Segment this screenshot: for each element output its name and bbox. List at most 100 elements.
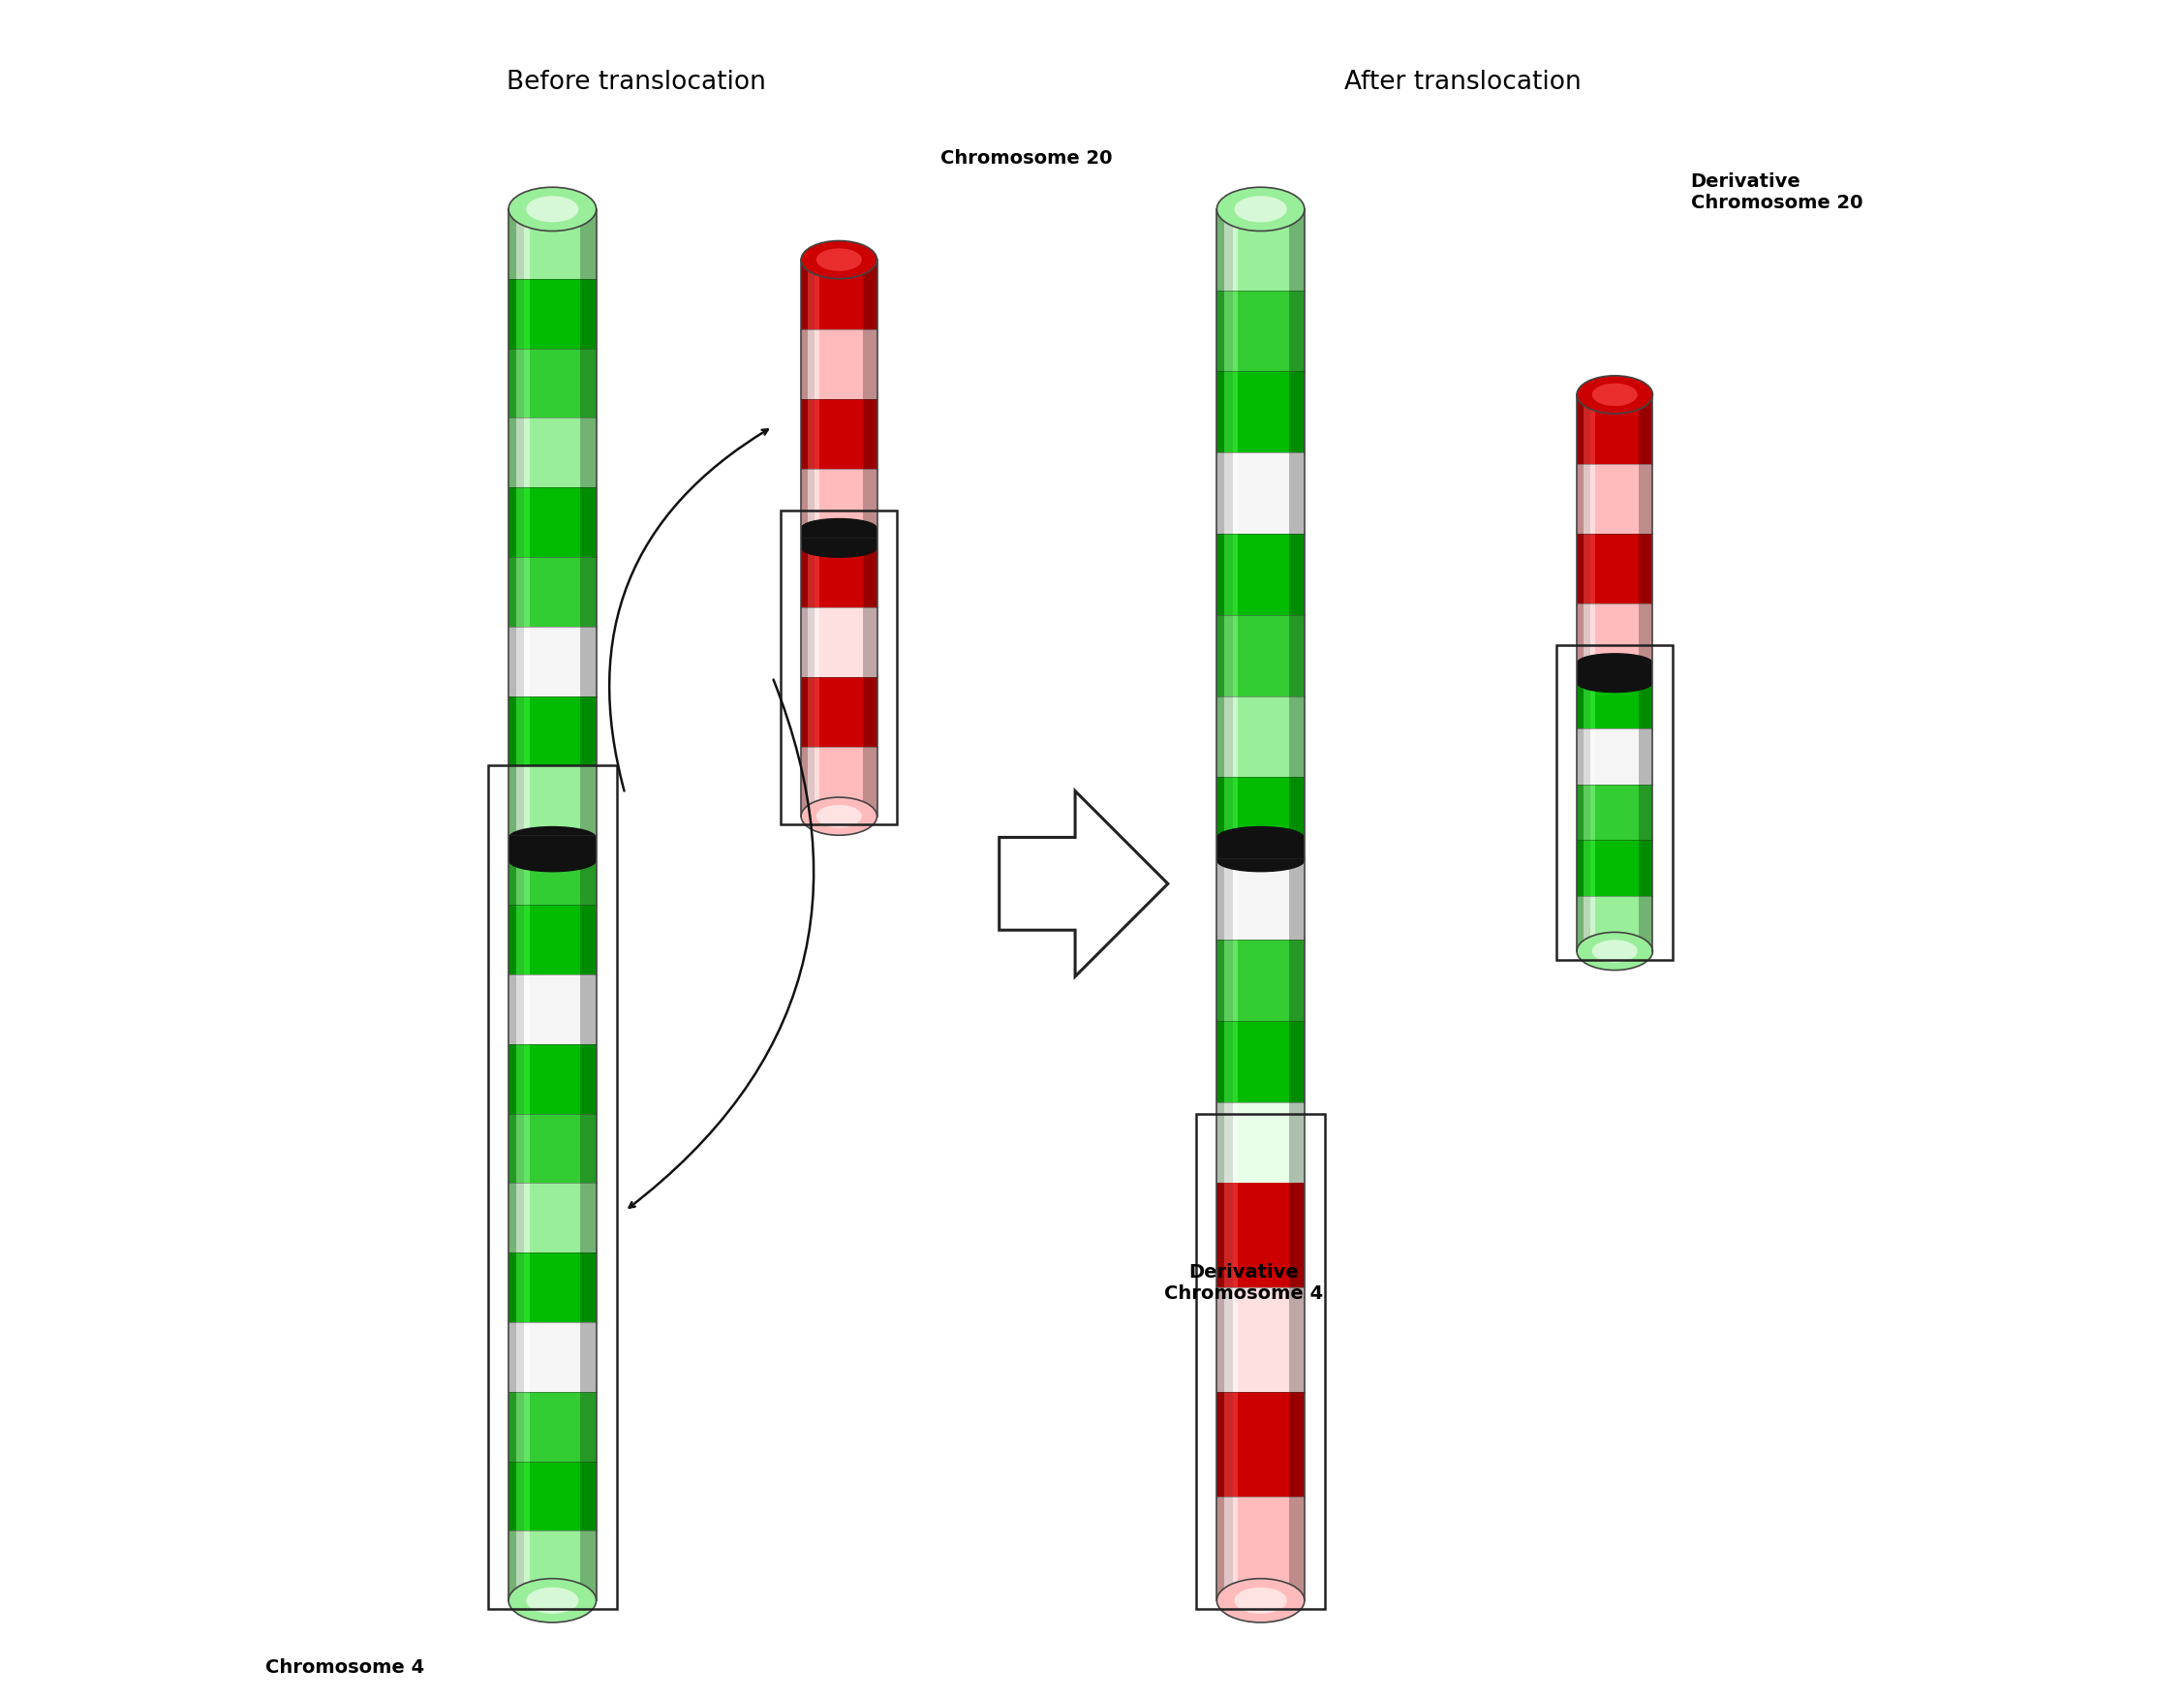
Bar [808,399,819,469]
Bar [1577,729,1653,784]
Bar [1216,695,1232,777]
Bar [509,1323,524,1392]
Ellipse shape [1592,382,1638,406]
Ellipse shape [1577,653,1653,672]
Text: Chromosome 20: Chromosome 20 [941,150,1112,168]
Bar [509,1532,524,1600]
Bar [509,1253,596,1323]
Bar [1225,777,1238,858]
Ellipse shape [1216,1579,1304,1622]
Bar [1289,291,1304,371]
Bar [802,330,815,400]
Bar [515,695,529,765]
Bar [509,765,596,835]
Bar [509,765,524,835]
Bar [581,418,596,488]
Bar [509,558,596,627]
Bar [1289,777,1304,858]
Bar [1557,644,1673,959]
Bar [1577,673,1653,729]
Bar [1577,784,1590,840]
Bar [581,974,596,1044]
Bar [509,1462,596,1532]
Bar [1225,291,1238,371]
Bar [509,1253,524,1323]
Bar [1216,1183,1232,1287]
Bar [1216,209,1304,291]
Bar [1216,1392,1304,1496]
Bar [1225,1102,1238,1183]
Bar [1216,371,1232,452]
Bar [1289,858,1304,940]
Bar [1583,784,1594,840]
Bar [1225,615,1238,695]
Bar [581,1462,596,1532]
Ellipse shape [1577,673,1653,694]
Bar [863,677,878,746]
Bar [1225,1496,1238,1600]
Bar [1289,615,1304,695]
Bar [1216,777,1304,858]
Bar [1577,663,1653,683]
Ellipse shape [1216,826,1304,848]
Ellipse shape [802,539,878,558]
Bar [1577,464,1590,534]
Bar [581,1044,596,1114]
Bar [802,330,878,400]
Bar [1583,604,1594,673]
Bar [1289,1102,1304,1183]
Bar [1225,695,1238,777]
Bar [863,469,878,537]
Bar [509,695,524,765]
Bar [515,1044,529,1114]
Bar [509,279,596,348]
Bar [1216,1102,1232,1183]
Bar [509,1044,524,1114]
Ellipse shape [526,1588,579,1613]
Bar [509,488,524,558]
Ellipse shape [1216,850,1304,872]
Bar [1225,858,1238,940]
Bar [1216,534,1304,615]
Bar [1216,452,1304,534]
Bar [581,1114,596,1183]
Bar [509,418,524,488]
Bar [808,330,819,400]
Bar [1583,534,1594,604]
Bar [1216,1020,1232,1102]
Bar [1289,452,1304,534]
Bar [509,1532,596,1600]
Bar [581,1183,596,1253]
Bar [515,1462,529,1532]
Bar [515,627,529,695]
Bar [1583,673,1594,729]
Bar [1577,604,1653,673]
Bar [863,330,878,400]
Bar [1577,896,1653,952]
Bar [1225,940,1238,1020]
Ellipse shape [526,196,579,223]
Bar [509,418,596,488]
Bar [1289,371,1304,452]
Bar [1216,858,1232,940]
Bar [1289,695,1304,777]
Bar [1216,1392,1232,1496]
Bar [1638,840,1653,896]
Ellipse shape [817,248,863,270]
Bar [509,835,596,904]
Bar [1638,729,1653,784]
Bar [515,418,529,488]
Bar [1577,729,1590,784]
Bar [581,835,596,904]
Text: Derivative
Chromosome 20: Derivative Chromosome 20 [1690,172,1863,212]
Bar [581,627,596,695]
Bar [1216,615,1304,695]
Bar [515,209,529,279]
Bar [863,260,878,330]
Bar [509,974,524,1044]
Bar [581,348,596,418]
Bar [509,1044,596,1114]
Ellipse shape [509,187,596,231]
Bar [1216,615,1232,695]
Bar [509,209,596,279]
